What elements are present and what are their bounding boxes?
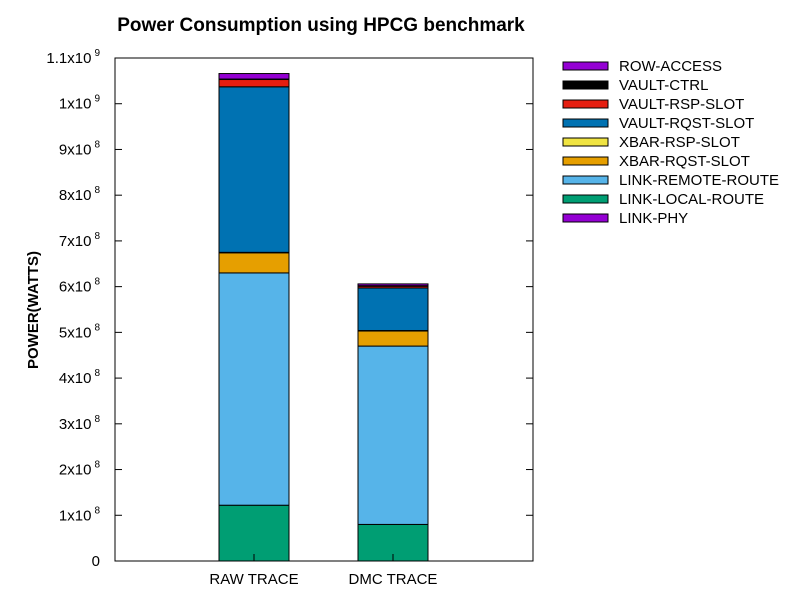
y-tick-label-exponent: 9 — [94, 94, 100, 105]
y-axis-label: POWER(WATTS) — [25, 251, 42, 369]
legend-swatch-vault-rsp-slot — [562, 99, 609, 109]
plot-area-border — [114, 57, 534, 562]
bar-stacks — [218, 73, 429, 562]
y-tick-label: 2x10 8 — [59, 460, 101, 479]
y-tick-label-base: 2x10 — [59, 462, 92, 479]
bar-segment-link-remote-route — [218, 272, 290, 506]
bar-segment-xbar-rqst-slot — [357, 330, 429, 347]
bar-segment-link-local-route — [218, 504, 290, 562]
legend-label-vault-ctrl: VAULT-CTRL — [619, 77, 708, 94]
x-tick-label: DMC TRACE — [349, 571, 438, 588]
legend-label-xbar-rqst-slot: XBAR-RQST-SLOT — [619, 153, 750, 170]
x-axis: RAW TRACE DMC TRACE — [209, 554, 437, 588]
bar-segment-link-remote-route — [357, 345, 429, 525]
bar-segment-vault-rqst-slot — [218, 86, 290, 253]
y-tick-label-exponent: 8 — [94, 139, 100, 150]
legend-swatch-vault-ctrl — [562, 80, 609, 90]
y-tick-label-base: 1x10 — [59, 507, 92, 524]
y-tick-label-exponent: 8 — [94, 460, 100, 471]
legend-label-link-remote-route: LINK-REMOTE-ROUTE — [619, 172, 779, 189]
y-tick-label-base: 0 — [92, 553, 100, 570]
y-tick-label-exponent: 8 — [94, 277, 100, 288]
y-tick-label: 6x10 8 — [59, 277, 101, 296]
legend-swatch-vault-rqst-slot — [562, 118, 609, 128]
legend-label-vault-rqst-slot: VAULT-RQST-SLOT — [619, 115, 754, 132]
legend-label-row-access: ROW-ACCESS — [619, 58, 722, 75]
y-tick-label-exponent: 9 — [94, 48, 100, 59]
legend-swatch-row-access — [562, 61, 609, 71]
legend-label-link-local-route: LINK-LOCAL-ROUTE — [619, 191, 764, 208]
y-tick-label-exponent: 8 — [94, 322, 100, 333]
y-tick-label-base: 9x10 — [59, 141, 92, 158]
legend-label-vault-rsp-slot: VAULT-RSP-SLOT — [619, 96, 744, 113]
y-tick-label-base: 8x10 — [59, 187, 92, 204]
legend: ROW-ACCESS VAULT-CTRL VAULT-RSP-SLOT VAULT-… — [562, 58, 779, 227]
y-tick-label-base: 3x10 — [59, 416, 92, 433]
y-tick-label: 1.1x10 9 — [46, 48, 100, 67]
y-tick-label-base: 1.1x10 — [46, 50, 91, 67]
x-tick-label: RAW TRACE — [209, 571, 298, 588]
y-tick-label-base: 6x10 — [59, 279, 92, 296]
y-tick-label: 8x10 8 — [59, 185, 101, 204]
legend-swatch-link-phy — [562, 213, 609, 223]
y-tick-label: 1x10 9 — [59, 94, 101, 113]
bar-segment-vault-rsp-slot — [218, 78, 290, 88]
legend-label-xbar-rsp-slot: XBAR-RSP-SLOT — [619, 134, 740, 151]
chart-title: Power Consumption using HPCG benchmark — [117, 15, 525, 36]
y-tick-label-exponent: 8 — [94, 185, 100, 196]
bar-segment-row-access — [357, 283, 429, 287]
bar-segment-xbar-rqst-slot — [218, 252, 290, 274]
y-tick-label-exponent: 8 — [94, 505, 100, 516]
legend-swatch-link-remote-route — [562, 175, 609, 185]
y-tick-label: 1x10 8 — [59, 505, 101, 524]
y-tick-label: 3x10 8 — [59, 414, 101, 433]
y-tick-label-base: 1x10 — [59, 96, 92, 113]
legend-swatch-link-local-route — [562, 194, 609, 204]
y-tick-label: 4x10 8 — [59, 368, 101, 387]
y-tick-label-base: 5x10 — [59, 324, 92, 341]
y-tick-label-base: 7x10 — [59, 233, 92, 250]
legend-swatch-xbar-rqst-slot — [562, 156, 609, 166]
y-tick-label-exponent: 8 — [94, 231, 100, 242]
y-tick-label: 9x10 8 — [59, 139, 101, 158]
legend-swatch-xbar-rsp-slot — [562, 137, 609, 147]
y-tick-label-exponent: 8 — [94, 414, 100, 425]
y-tick-label: 5x10 8 — [59, 322, 101, 341]
y-tick-label-base: 4x10 — [59, 370, 92, 387]
legend-label-link-phy: LINK-PHY — [619, 210, 688, 227]
bar-segment-row-access — [218, 73, 290, 80]
y-tick-label: 7x10 8 — [59, 231, 101, 250]
y-tick-label-exponent: 8 — [94, 368, 100, 379]
y-tick-label: 0 — [92, 553, 100, 570]
bar-segment-vault-rqst-slot — [357, 287, 429, 332]
